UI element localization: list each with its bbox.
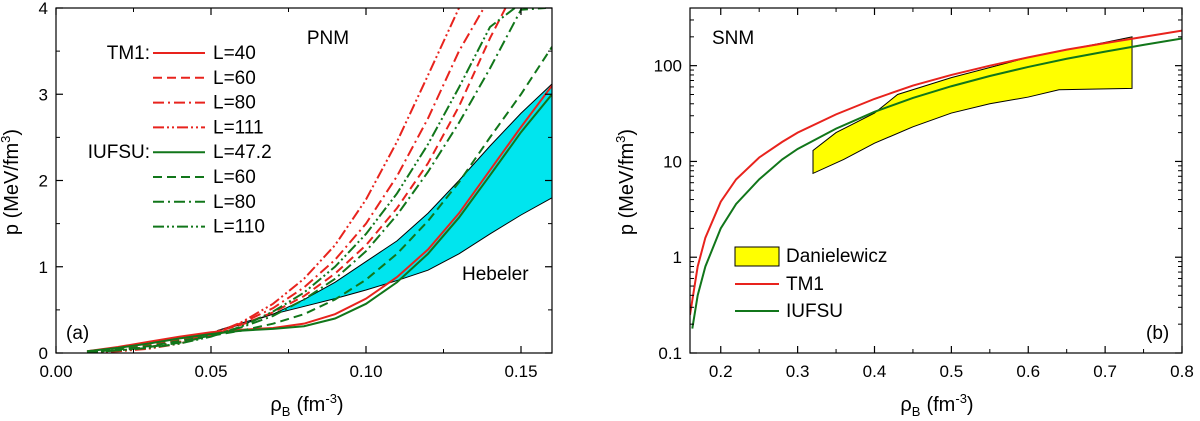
rho-symbol-b: ρ xyxy=(900,394,911,416)
y-tick-label: 4 xyxy=(39,0,48,18)
legend-label: L=47.2 xyxy=(213,142,272,163)
series-tm1 xyxy=(690,29,1182,316)
xlabel-unit: (fm xyxy=(296,394,325,416)
legend-label: L=80 xyxy=(213,93,256,114)
legend-label: TM1 xyxy=(786,274,824,295)
rho-symbol: ρ xyxy=(270,394,281,416)
x-tick-label: 0.8 xyxy=(1170,362,1194,381)
ylabel-close-b: ) xyxy=(616,129,638,136)
panel-b-ticks: 0.2 0.3 0.4 0.5 0.6 0.7 0.8 0.1 1 10 100 xyxy=(654,8,1194,381)
legend-label: L=110 xyxy=(213,217,265,238)
legend-label: L=40 xyxy=(213,43,256,64)
panel-a-tag: (a) xyxy=(66,323,89,344)
hebeler-band xyxy=(217,83,552,332)
rho-subscript-b: B xyxy=(912,404,921,419)
x-tick-label: 0.00 xyxy=(39,362,72,381)
xlabel-unit-b: (fm xyxy=(926,394,955,416)
xlabel-exponent-b: -3 xyxy=(955,391,967,406)
danielewicz-band xyxy=(812,36,1133,175)
y-tick-label: 0 xyxy=(39,344,48,363)
rho-subscript: B xyxy=(282,404,291,419)
panel-b-frame xyxy=(689,7,1183,354)
panel-a-ticks: 0.00 0.05 0.10 0.15 0 1 2 3 4 xyxy=(39,0,552,381)
legend-label: L=60 xyxy=(213,68,256,89)
y-tick-label: 2 xyxy=(39,172,48,191)
series-iufsu xyxy=(691,37,1182,329)
hebeler-band-area xyxy=(217,83,552,332)
x-tick-label: 0.15 xyxy=(504,362,537,381)
x-tick-label: 0.5 xyxy=(940,362,964,381)
legend-label: L=80 xyxy=(213,192,256,213)
legend-label: L=60 xyxy=(213,167,256,188)
panel-b-title: SNM xyxy=(712,28,754,49)
y-tick-label: 1 xyxy=(39,258,48,277)
ylabel-exponent-b: 3 xyxy=(613,136,628,143)
panel-b-ylabel: p (MeV/fm3) xyxy=(613,129,638,235)
series-iufsu-l-60 xyxy=(86,46,552,353)
pnm-series xyxy=(86,8,552,353)
legend-label: Danielewicz xyxy=(786,246,887,267)
panel-a-ylabel: p (MeV/fm3) xyxy=(0,129,23,235)
y-tick-label: 3 xyxy=(39,85,48,104)
y-tick-label: 100 xyxy=(654,57,682,76)
snm-series xyxy=(690,29,1182,329)
x-tick-label: 0.3 xyxy=(786,362,810,381)
legend-label: L=111 xyxy=(213,117,264,138)
x-tick-label: 0.6 xyxy=(1016,362,1040,381)
xlabel-close: ) xyxy=(337,394,344,416)
y-tick-label: 1 xyxy=(673,248,682,267)
hebeler-label: Hebeler xyxy=(462,264,529,285)
ylabel-close: ) xyxy=(1,129,23,136)
panel-b-legend: Danielewicz TM1 IUFSU xyxy=(734,246,887,322)
legend-swatch-danielewicz xyxy=(734,246,780,267)
series-iufsu-l-110 xyxy=(86,8,516,353)
x-tick-label: 0.10 xyxy=(349,362,382,381)
x-tick-label: 0.7 xyxy=(1093,362,1117,381)
danielewicz-band-area xyxy=(812,36,1133,175)
panel-a-title: PNM xyxy=(307,28,349,49)
xlabel-exponent: -3 xyxy=(325,391,337,406)
ylabel-text-b: p (MeV/fm xyxy=(616,143,638,235)
panel-a-legend: L=40 L=60 L=80 L=111 L=47.2 L=60 L=80 L=110 TM1:… xyxy=(88,43,272,238)
y-tick-label: 0.1 xyxy=(658,344,682,363)
series-iufsu-l-47-2 xyxy=(86,93,552,353)
legend-group-label: IUFSU: xyxy=(88,142,150,163)
xlabel-close-b: ) xyxy=(967,394,974,416)
panel-b-tag: (b) xyxy=(1146,323,1169,344)
panel-b-xlabel: ρB (fm-3) xyxy=(900,391,973,419)
panel-b: 0.2 0.3 0.4 0.5 0.6 0.7 0.8 0.1 1 10 100 SNM (b) D… xyxy=(613,7,1194,419)
x-tick-label: 0.05 xyxy=(194,362,227,381)
ylabel-exponent: 3 xyxy=(0,136,13,143)
x-tick-label: 0.2 xyxy=(709,362,733,381)
ylabel-text: p (MeV/fm xyxy=(1,143,23,235)
x-tick-label: 0.4 xyxy=(863,362,887,381)
panel-a-xlabel: ρB (fm-3) xyxy=(270,391,343,419)
panel-a: 0.00 0.05 0.10 0.15 0 1 2 3 4 PNM (a) Hebeler L=… xyxy=(0,0,553,419)
y-tick-label: 10 xyxy=(663,152,682,171)
legend-label: IUFSU xyxy=(786,301,843,322)
series-tm1-l-40 xyxy=(86,85,552,353)
legend-group-label: TM1: xyxy=(107,43,150,64)
